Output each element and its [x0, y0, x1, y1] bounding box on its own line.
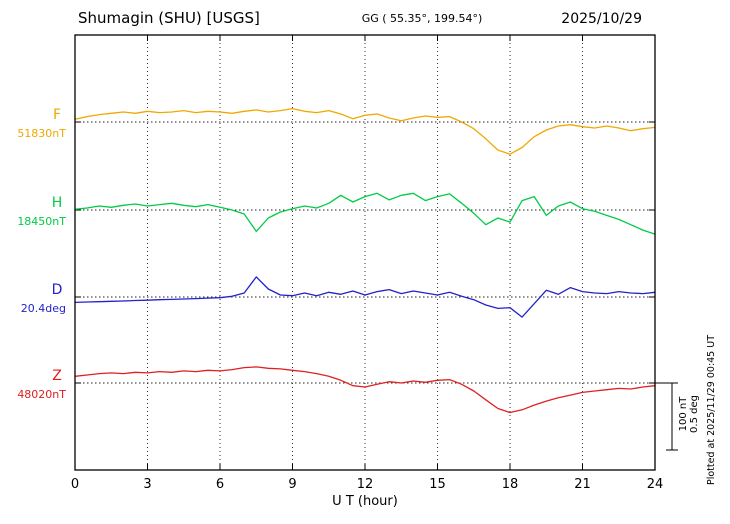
x-tick-label: 15 — [429, 477, 446, 492]
scale-label-nt: 100 nT — [678, 396, 689, 432]
x-tick-label: 12 — [357, 477, 374, 492]
geographic-coords: GG ( 55.35°, 199.54°) — [362, 12, 483, 25]
channel-baseline-f: 51830nT — [17, 127, 66, 140]
channel-baseline-z: 48020nT — [17, 388, 66, 401]
trace-D — [74, 276, 656, 318]
x-tick-label: 3 — [143, 477, 151, 492]
channel-label-f: F — [53, 107, 61, 123]
traces-layer — [74, 107, 656, 414]
trace-Z — [74, 366, 656, 414]
x-tick-label: 9 — [288, 477, 296, 492]
channel-label-d: D — [52, 282, 63, 298]
channel-baseline-d: 20.4deg — [21, 302, 66, 315]
channel-label-z: Z — [52, 368, 62, 384]
x-tick-label: 24 — [647, 477, 664, 492]
x-tick-label: 0 — [71, 477, 79, 492]
scale-label-deg: 0.5 deg — [689, 395, 700, 433]
trace-F — [74, 107, 656, 155]
trace-H — [74, 192, 656, 235]
x-tick-labels-layer: 0 3 6 9 12 15 18 21 24 — [71, 477, 663, 492]
x-tick-label: 18 — [502, 477, 519, 492]
channel-label-h: H — [52, 195, 63, 211]
plot-date: 2025/10/29 — [561, 11, 642, 27]
station-title: Shumagin (SHU) [USGS] — [78, 9, 260, 27]
channel-baseline-h: 18450nT — [17, 215, 66, 228]
plot-frame — [74, 34, 656, 471]
plotted-at-note: Plotted at 2025/11/29 00:45 UT — [706, 335, 717, 485]
gridlines-layer — [74, 35, 656, 470]
x-tick-label: 6 — [216, 477, 224, 492]
x-axis-label: U T (hour) — [332, 494, 398, 509]
x-tick-label: 21 — [574, 477, 591, 492]
